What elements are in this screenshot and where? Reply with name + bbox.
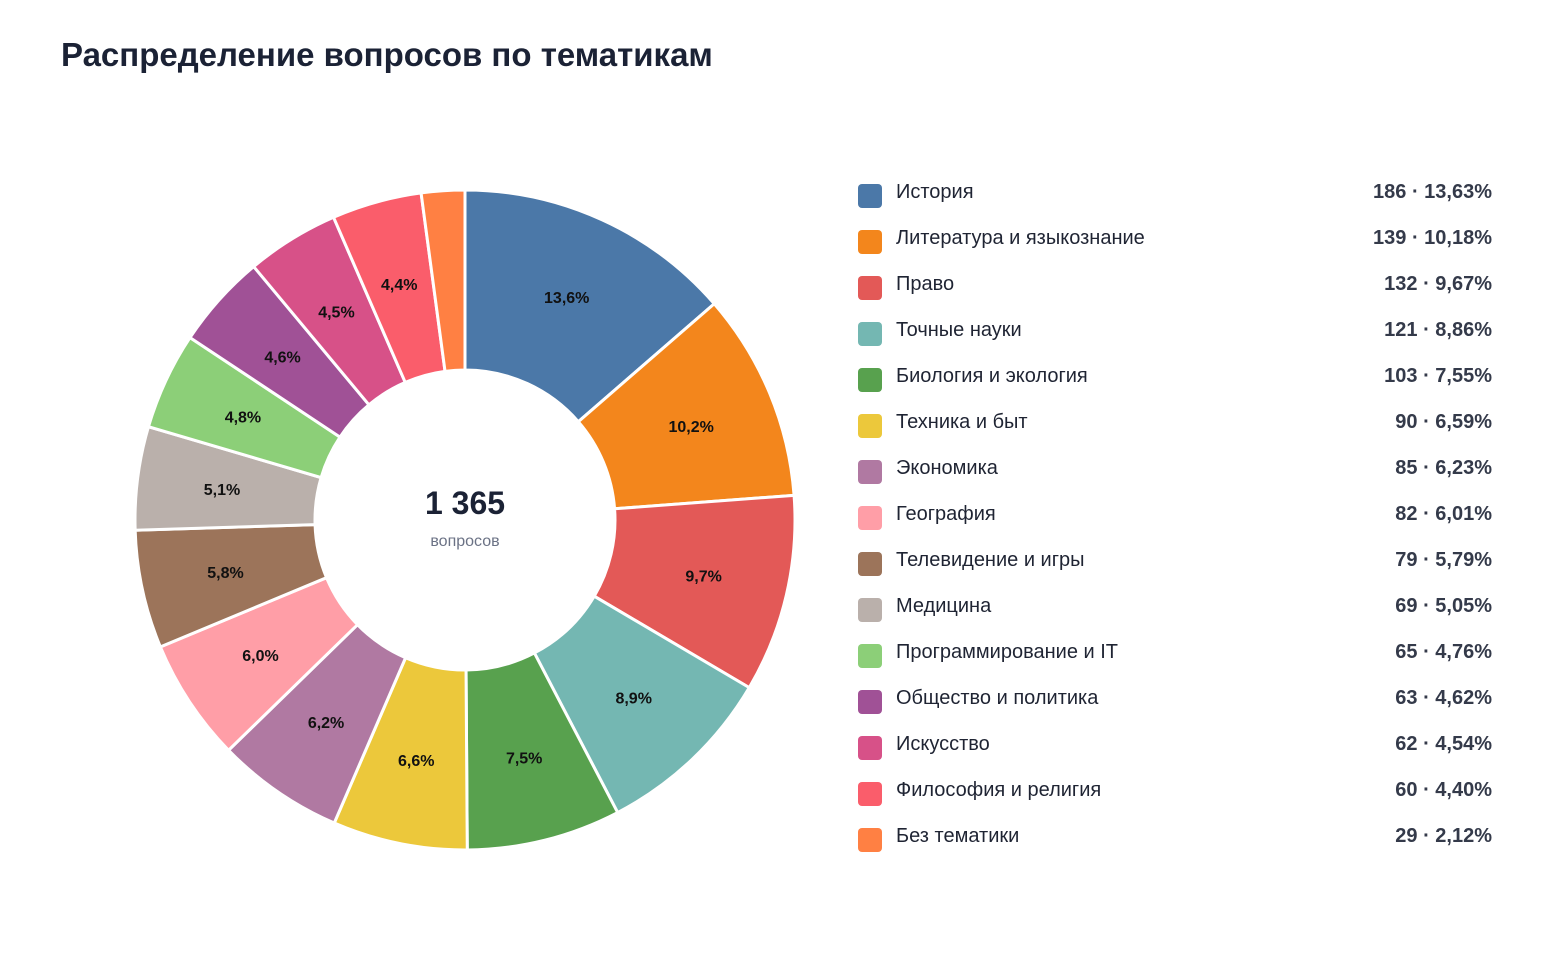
legend-item[interactable]: Точные науки 121 · 8,86% bbox=[858, 316, 1492, 362]
legend-swatch bbox=[858, 598, 882, 622]
legend-label: География bbox=[896, 503, 996, 525]
legend-item[interactable]: Техника и быт 90 · 6,59% bbox=[858, 408, 1492, 454]
legend-value: 65 · 4,76% bbox=[1395, 641, 1492, 663]
legend-swatch bbox=[858, 828, 882, 852]
legend-label: Биология и экология bbox=[896, 365, 1088, 387]
legend-item[interactable]: Литература и языкознание 139 · 10,18% bbox=[858, 224, 1492, 270]
legend-value: 62 · 4,54% bbox=[1395, 733, 1492, 755]
donut-chart: 13,6% 10,2% 9,7% 8,9% 7,5% 6,6% 6,2% 6,0% 5,8% 5,… bbox=[133, 188, 797, 852]
slice-label: 4,8% bbox=[225, 410, 261, 427]
legend-label: Программирование и IT bbox=[896, 641, 1119, 663]
legend-item[interactable]: Программирование и IT 65 · 4,76% bbox=[858, 638, 1492, 684]
donut-slices bbox=[133, 188, 797, 852]
slice-label: 5,8% bbox=[207, 565, 243, 582]
legend-item[interactable]: Экономика 85 · 6,23% bbox=[858, 454, 1492, 500]
donut-slice[interactable] bbox=[463, 188, 717, 424]
legend-label: Точные науки bbox=[896, 319, 1022, 341]
legend-value: 139 · 10,18% bbox=[1373, 227, 1492, 249]
slice-label: 4,6% bbox=[264, 349, 300, 366]
legend-swatch bbox=[858, 414, 882, 438]
slice-label: 6,2% bbox=[308, 715, 344, 732]
legend-item[interactable]: Телевидение и игры 79 · 5,79% bbox=[858, 546, 1492, 592]
legend-value: 29 · 2,12% bbox=[1395, 825, 1492, 847]
legend-item[interactable]: Медицина 69 · 5,05% bbox=[858, 592, 1492, 638]
slice-label: 7,5% bbox=[506, 751, 542, 768]
legend-swatch bbox=[858, 368, 882, 392]
legend-value: 69 · 5,05% bbox=[1395, 595, 1492, 617]
legend-label: История bbox=[896, 181, 974, 203]
slice-label: 13,6% bbox=[544, 290, 589, 307]
donut-slice[interactable] bbox=[592, 493, 797, 690]
legend-value: 82 · 6,01% bbox=[1395, 503, 1492, 525]
slice-label: 9,7% bbox=[685, 569, 721, 586]
legend-label: Право bbox=[896, 273, 955, 295]
slice-label: 4,4% bbox=[381, 277, 417, 294]
legend-swatch bbox=[858, 552, 882, 576]
legend-value: 60 · 4,40% bbox=[1395, 779, 1492, 801]
legend-swatch bbox=[858, 690, 882, 714]
legend-item[interactable]: История 186 · 13,63% bbox=[858, 178, 1492, 224]
slice-label: 5,1% bbox=[204, 482, 240, 499]
legend-item[interactable]: Право 132 · 9,67% bbox=[858, 270, 1492, 316]
legend-value: 85 · 6,23% bbox=[1395, 457, 1492, 479]
legend-value: 103 · 7,55% bbox=[1384, 365, 1492, 387]
legend-item[interactable]: География 82 · 6,01% bbox=[858, 500, 1492, 546]
legend-item[interactable]: Философия и религия 60 · 4,40% bbox=[858, 776, 1492, 822]
legend-label: Телевидение и игры bbox=[896, 549, 1085, 571]
legend-swatch bbox=[858, 184, 882, 208]
legend-swatch bbox=[858, 460, 882, 484]
donut-slice-labels: 13,6% 10,2% 9,7% 8,9% 7,5% 6,6% 6,2% 6,0% 5,8% 5,… bbox=[204, 277, 722, 770]
slice-label: 6,0% bbox=[242, 648, 278, 665]
legend-swatch bbox=[858, 506, 882, 530]
slice-label: 6,6% bbox=[398, 753, 434, 770]
legend-swatch bbox=[858, 736, 882, 760]
legend-label: Общество и политика bbox=[896, 687, 1099, 709]
legend-label: Медицина bbox=[896, 595, 992, 617]
center-caption: вопросов bbox=[430, 533, 499, 550]
legend-label: Техника и быт bbox=[896, 411, 1028, 433]
legend-value: 63 · 4,62% bbox=[1395, 687, 1492, 709]
legend: История 186 · 13,63% Литература и языкозна… bbox=[858, 178, 1492, 868]
legend-swatch bbox=[858, 782, 882, 806]
legend-swatch bbox=[858, 644, 882, 668]
legend-value: 132 · 9,67% bbox=[1384, 273, 1492, 295]
legend-item[interactable]: Общество и политика 63 · 4,62% bbox=[858, 684, 1492, 730]
legend-item[interactable]: Биология и экология 103 · 7,55% bbox=[858, 362, 1492, 408]
legend-item[interactable]: Искусство 62 · 4,54% bbox=[858, 730, 1492, 776]
legend-label: Философия и религия bbox=[896, 779, 1102, 801]
donut-slice[interactable] bbox=[419, 188, 467, 374]
legend-label: Без тематики bbox=[896, 825, 1020, 847]
legend-swatch bbox=[858, 276, 882, 300]
slice-label: 4,5% bbox=[318, 304, 354, 321]
legend-value: 90 · 6,59% bbox=[1395, 411, 1492, 433]
legend-label: Экономика bbox=[896, 457, 998, 479]
legend-value: 186 · 13,63% bbox=[1373, 181, 1492, 203]
center-total: 1 365 bbox=[425, 485, 505, 521]
legend-label: Литература и языкознание bbox=[896, 227, 1145, 249]
slice-label: 8,9% bbox=[615, 691, 651, 708]
legend-label: Искусство bbox=[896, 733, 990, 755]
legend-item[interactable]: Без тематики 29 · 2,12% bbox=[858, 822, 1492, 868]
legend-value: 79 · 5,79% bbox=[1395, 549, 1492, 571]
legend-swatch bbox=[858, 230, 882, 254]
legend-swatch bbox=[858, 322, 882, 346]
legend-value: 121 · 8,86% bbox=[1384, 319, 1492, 341]
chart-title: Распределение вопросов по тематикам bbox=[61, 36, 713, 73]
slice-label: 10,2% bbox=[668, 419, 713, 436]
